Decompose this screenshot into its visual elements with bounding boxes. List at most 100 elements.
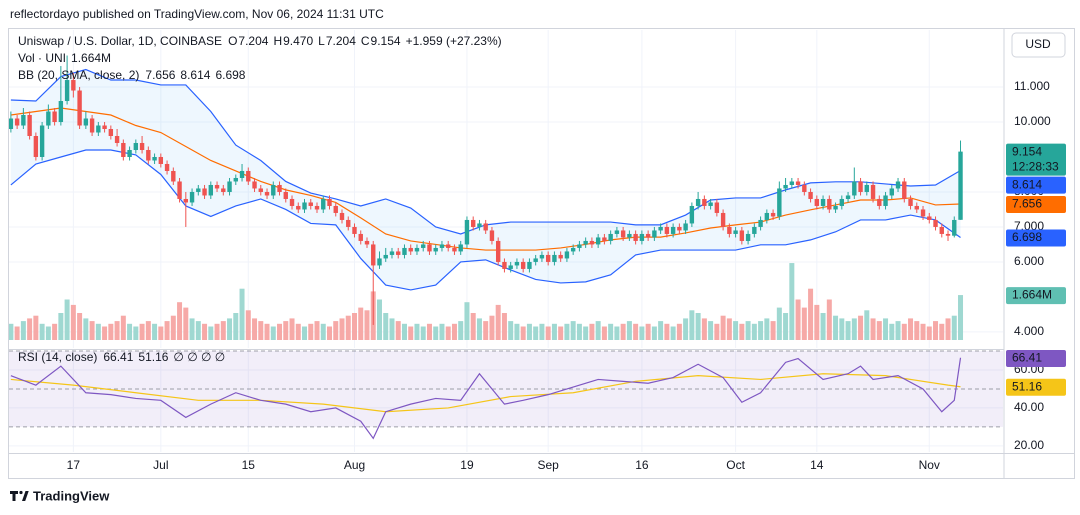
candle-body <box>452 247 457 252</box>
volume-bar <box>751 323 757 340</box>
candle-body <box>795 181 801 185</box>
volume-bar <box>339 318 345 340</box>
price-label: 7.656 <box>1012 197 1042 211</box>
volume-bar <box>445 326 451 340</box>
legend-bb-name: BB (20, SMA, close, 2) <box>18 68 139 82</box>
candle-body <box>808 191 813 199</box>
volume-bar <box>870 318 876 340</box>
candle-body <box>346 219 351 227</box>
candle-body <box>958 151 963 220</box>
legend-ohlc-key: H <box>273 34 282 48</box>
volume-bar <box>920 323 926 340</box>
y-tick-label: 6.000 <box>1014 254 1044 268</box>
candle-body <box>339 212 345 220</box>
volume-bar <box>814 304 820 340</box>
price-label: 6.698 <box>1012 230 1042 244</box>
candle-body <box>183 198 189 203</box>
volume-bar <box>464 302 470 340</box>
volume-bar <box>476 318 482 340</box>
price-label: 8.614 <box>1012 177 1042 191</box>
bb-lower-line <box>10 149 961 291</box>
candle-body <box>9 118 14 130</box>
currency-label[interactable]: USD <box>1025 37 1051 51</box>
candle-body <box>558 254 563 259</box>
volume-bar <box>945 318 951 340</box>
x-tick-label: Aug <box>344 458 365 472</box>
price-label-box <box>1006 229 1066 247</box>
candle-body <box>196 188 201 192</box>
volume-bar <box>833 315 839 340</box>
candle-body <box>139 142 145 150</box>
volume-bar <box>783 313 789 340</box>
x-tick-label: 19 <box>460 458 474 472</box>
volume-bar <box>264 323 270 340</box>
volume-bar <box>683 318 689 340</box>
price-label: 66.41 <box>1012 351 1042 365</box>
candle-body <box>458 244 463 252</box>
volume-bar <box>351 313 357 340</box>
legend-volume-value: 1.664M <box>71 51 111 65</box>
volume-bar <box>164 321 170 340</box>
candle-body <box>483 223 488 231</box>
volume-bar <box>27 318 33 340</box>
volume-bar <box>808 288 814 340</box>
volume-bar <box>108 323 114 340</box>
candle-body <box>677 226 682 231</box>
volume-bar <box>52 323 58 340</box>
volume-bar <box>789 263 795 340</box>
candle-body <box>727 226 732 234</box>
volume-bar <box>20 321 26 340</box>
candle-body <box>414 247 420 252</box>
volume-bar <box>489 315 495 340</box>
volume-bar <box>33 315 39 340</box>
volume-bar <box>626 321 632 340</box>
volume-bar <box>551 323 557 340</box>
volume-bar <box>102 326 108 340</box>
volume-bar <box>845 321 851 340</box>
candle-body <box>108 129 114 136</box>
volume-bar <box>539 323 545 340</box>
candle-body <box>77 90 82 126</box>
candle-body <box>333 205 338 213</box>
candle-body <box>827 198 832 210</box>
currency-button[interactable] <box>1011 32 1066 58</box>
volume-bar <box>239 288 245 340</box>
candle-body <box>814 198 820 206</box>
volume-bar <box>451 323 457 340</box>
candle-body <box>83 118 89 126</box>
volume-bar <box>589 323 595 340</box>
candle-body <box>208 184 213 196</box>
volume-bar <box>383 313 389 340</box>
candle-body <box>652 230 657 238</box>
price-label: 51.16 <box>1012 379 1042 393</box>
candle-body <box>177 181 182 199</box>
logo-mark <box>10 491 18 501</box>
volume-bar <box>320 323 326 340</box>
candle-body <box>952 219 957 236</box>
volume-bar <box>714 323 720 340</box>
candle-body <box>308 202 313 206</box>
volume-bar <box>227 318 233 340</box>
volume-bar <box>195 321 201 340</box>
candle-body <box>583 240 588 245</box>
legend-rsi-value: 66.41 <box>103 350 133 364</box>
rsi-tick-label: 20.00 <box>1014 438 1044 452</box>
candle-body <box>464 219 470 245</box>
candle-body <box>708 202 713 206</box>
volume-bar <box>327 326 333 340</box>
candle-body <box>246 170 251 182</box>
candle-body <box>908 198 913 206</box>
candle-body <box>14 118 20 126</box>
volume-bar <box>308 323 314 340</box>
candle-body <box>121 142 126 157</box>
volume-bar <box>514 323 520 340</box>
volume-bar <box>158 326 164 340</box>
volume-bar <box>89 321 95 340</box>
volume-bar <box>676 323 682 340</box>
candle-body <box>589 240 595 245</box>
volume-bar <box>670 326 676 340</box>
legend-ohlc-key: O <box>228 34 237 48</box>
candle-body <box>577 244 582 248</box>
candle-body <box>277 184 282 192</box>
volume-bar <box>858 315 864 340</box>
